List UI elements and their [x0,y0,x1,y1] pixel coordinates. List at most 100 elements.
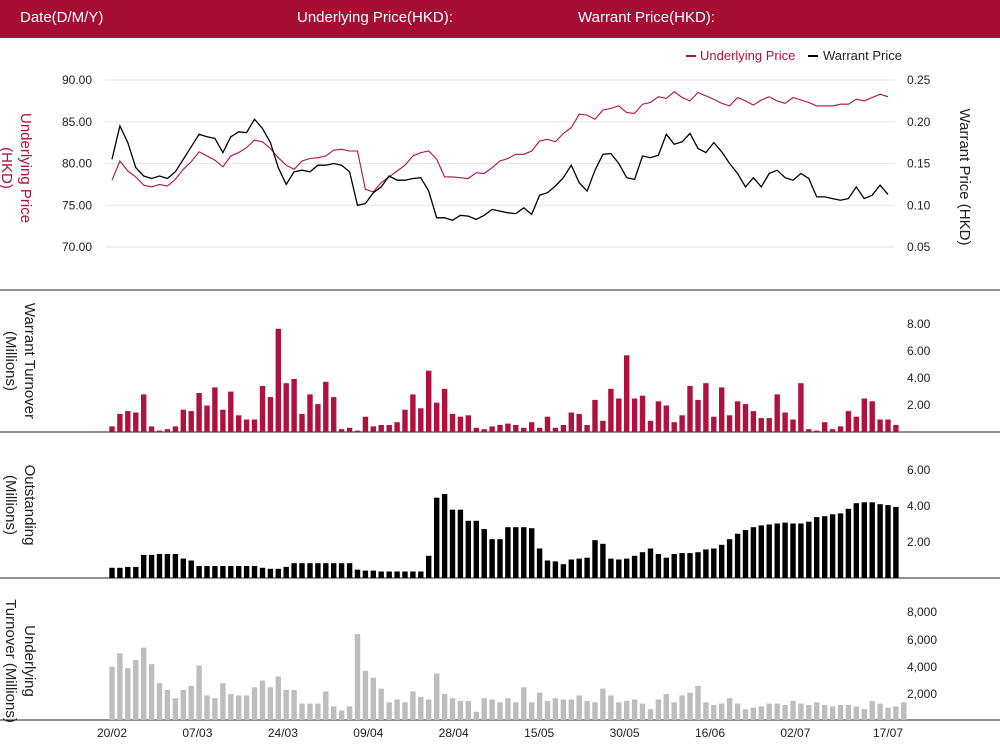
x-tick-label: 30/05 [610,726,640,740]
warrant-turnover-bar [845,411,852,432]
underlying-turnover-bar [426,699,432,720]
outstanding-bar [655,554,662,578]
underlying-turnover-bar [465,700,471,720]
warrant-turnover-bar [331,397,337,432]
underlying-turnover-bar [243,695,250,720]
underlying-turnover-bar [378,688,384,720]
outstanding-bar [521,527,527,578]
warrant-turnover-bar [109,426,115,432]
underlying-turnover-bar [600,688,606,720]
outstanding-bar [750,527,757,578]
underlying-turnover-bar [410,691,416,720]
warrant-turnover-bar [117,413,123,432]
warrant-turnover-bar [536,427,543,432]
warrant-turnover-bar [449,413,456,432]
underlying-turnover-bar [742,709,749,720]
warrant-price-label: Warrant Price(HKD): [578,9,715,26]
warrant-turnover-bar [125,411,131,432]
y-right-tick: 0.10 [907,198,931,212]
warrant-turnover-bar [188,411,194,432]
warrant-turnover-bar [552,427,559,432]
warrant-turnover-bar [362,416,369,432]
warrant-turnover-bar [283,383,289,432]
x-tick-label: 24/03 [268,726,298,740]
outstanding-tick: 2.00 [907,535,931,549]
outstanding-bar [719,544,725,578]
outstanding-bar [481,529,487,578]
underlying-turnover-bar [236,695,242,720]
underlying-turnover-bar [750,707,757,720]
outstanding-bar [331,563,337,578]
underlying-turnover-bar [156,683,163,720]
outstanding-bar [148,554,155,578]
warrant-turnover-bar [734,401,741,432]
warrant-turnover-bar [275,328,281,432]
outstanding-bar [513,527,519,578]
outstanding-bar [354,569,361,578]
warrant-turnover-bar [465,415,471,432]
legend-warrant-label: Warrant Price [823,48,902,63]
outstanding-bar [505,527,511,578]
underlying-turnover-bar [275,676,281,720]
axis-title-line: Underlying Price [17,113,34,223]
underlying-turnover-bar [449,698,456,720]
underlying-turnover-bar [869,700,875,720]
underlying-turnover-bar [853,706,859,720]
axis-title-line: Warrant Turnover [21,303,38,419]
underlying-turnover-bar [616,702,622,720]
outstanding-bar [228,566,234,578]
warrant-turnover-bar [481,429,487,432]
underlying-turnover-bar [307,703,313,720]
outstanding-bar [734,533,741,578]
outstanding-bar [117,567,123,578]
outstanding-bar [742,530,749,578]
warrant-turnover-bar [251,419,258,432]
outstanding-bar [378,571,384,578]
x-tick-label: 20/02 [97,726,127,740]
underlying-turnover-bar [647,709,654,720]
underlying-turnover-bar [663,694,669,720]
warrant-turnover-bar [346,427,353,432]
outstanding-bar [798,523,804,578]
warrant-turnover-bar [426,370,432,432]
outstanding-bar [663,557,669,578]
outstanding-bar [251,566,258,578]
underlying-turnover-bar [204,695,210,720]
outstanding-bar [133,566,139,578]
warrant-turnover-bar [655,401,662,432]
underlying-turnover-bar [711,705,717,720]
outstanding-bar [837,513,844,578]
outstanding-bar [346,563,353,578]
underlying-turnover-bar [489,699,495,720]
warrant-turnover-bar [386,425,392,432]
outstanding-bar [164,554,171,578]
underlying-turnover-bar [529,702,535,720]
outstanding-bar [275,568,281,578]
warrant-turnover-bar [837,426,844,432]
outstanding-bar [671,554,677,578]
warrant-turnover-bar [220,409,226,432]
outstanding-bar [529,528,535,578]
axis-title-line: Turnover (Millions) [2,599,19,723]
warrant-turnover-bar [568,412,574,432]
warrant-turnover-bar [877,419,883,432]
outstanding-bar [758,525,764,578]
underlying-turnover-bar [829,706,836,720]
outstanding-bar [885,505,891,578]
warrant-turnover-bar [212,387,218,432]
underlying-turnover-bar [259,680,266,720]
outstanding-bar [560,564,567,578]
warrant-turnover-bar [141,394,147,432]
warrant-turnover-bar [394,422,400,432]
outstanding-bar [323,563,329,578]
outstanding-bar [188,560,194,578]
warrant-turnover-bar [742,404,749,432]
outstanding-bar [568,559,574,578]
underlying-turnover-bar [568,699,574,720]
warrant-turnover-bar [711,416,717,432]
underlying-turnover-bar [877,703,883,720]
outstanding-bar [473,520,479,578]
outstanding-bar [243,566,250,578]
warrant-turnover-bar [196,393,202,432]
outstanding-bar [703,549,709,578]
